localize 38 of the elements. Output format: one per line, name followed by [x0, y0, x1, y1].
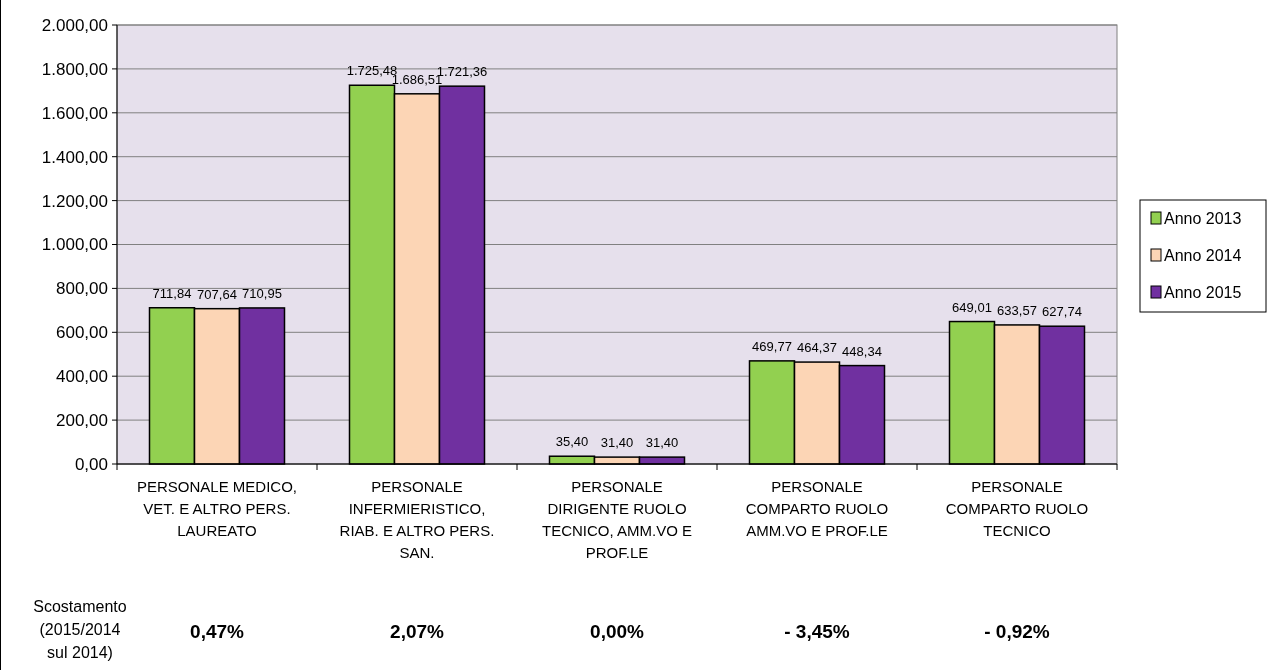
y-tick-label: 1.600,00	[41, 103, 108, 123]
data-label: 711,84	[152, 285, 192, 301]
data-label: 633,57	[997, 302, 1037, 318]
x-tick-label: PERSONALE COMPARTO RUOLO AMM.VO E PROF.LE	[745, 478, 889, 539]
data-label: 35,40	[555, 434, 589, 450]
text: - 0,92%	[984, 621, 1050, 642]
data-label: 1.725,48	[346, 63, 398, 79]
y-tick-label: 200,00	[56, 411, 108, 431]
text: - 3,45%	[784, 621, 850, 642]
data-label: 710,95	[242, 285, 282, 301]
y-tick-label: 0,00	[74, 454, 108, 474]
y-tick-label: 2.000,00	[41, 15, 108, 35]
text: 0,00%	[590, 621, 645, 642]
data-label: 31,40	[645, 435, 679, 451]
y-tick-label: 1.800,00	[41, 59, 108, 79]
data-label: 31,40	[600, 435, 634, 451]
x-tick-label: PERSONALE INFERMIERISTICO, RIAB. E ALTRO PERS. SAN.	[339, 478, 495, 561]
legend-label: Anno 2015	[1164, 283, 1242, 301]
text: 0,47%	[190, 621, 245, 642]
text: 2,07%	[390, 621, 445, 642]
y-tick-label: 1.200,00	[41, 191, 108, 211]
data-label: 627,74	[1042, 304, 1082, 320]
text: Scostamento (2015/2014 sul 2014)	[33, 598, 127, 661]
data-label: 464,37	[797, 340, 837, 356]
y-tick-label: 800,00	[56, 279, 108, 299]
legend-label: Anno 2014	[1164, 246, 1242, 264]
data-label: 448,34	[842, 343, 882, 359]
data-label: 707,64	[197, 286, 237, 302]
y-tick-label: 1.000,00	[41, 235, 108, 255]
x-tick-label: PERSONALE COMPARTO RUOLO TECNICO	[945, 478, 1089, 539]
data-label: 649,01	[952, 299, 992, 315]
y-tick-label: 600,00	[56, 323, 108, 343]
legend-label: Anno 2013	[1164, 209, 1242, 227]
y-tick-label: 400,00	[56, 367, 108, 387]
y-tick-label: 1.400,00	[41, 147, 108, 167]
x-tick-label: PERSONALE MEDICO, VET. E ALTRO PERS. LAUREATO	[136, 478, 298, 539]
x-tick-label: PERSONALE DIRIGENTE RUOLO TECNICO, AMM.VO E PROF.LE	[541, 478, 693, 561]
data-label: 469,77	[752, 338, 792, 354]
